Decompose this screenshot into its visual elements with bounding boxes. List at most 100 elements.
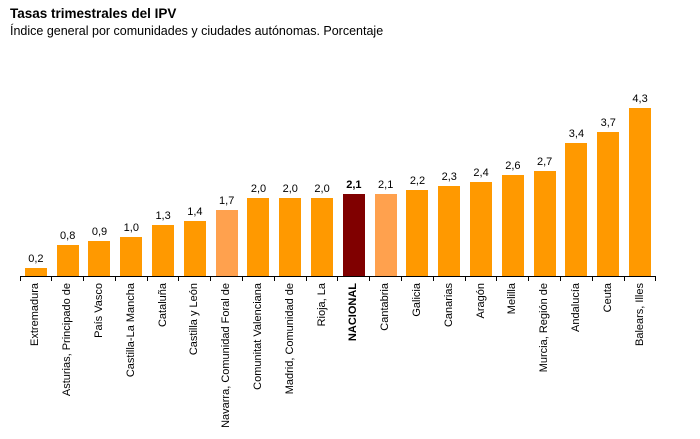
- bar-column: 0,2: [20, 86, 52, 276]
- bar: [565, 143, 588, 276]
- x-axis-label-cell: Castilla y León: [179, 277, 212, 429]
- x-axis-label-cell: Canarias: [433, 277, 466, 429]
- bar-column: 1,7: [211, 86, 243, 276]
- x-axis-label-cell: Navarra, Comunidad Foral de: [211, 277, 243, 429]
- bar: [374, 194, 397, 276]
- bar-value-label: 2,0: [314, 183, 330, 195]
- bar-value-label: 3,4: [568, 128, 585, 141]
- bar-column: 2,4: [465, 86, 497, 276]
- x-axis-label-cell: Cantabria: [370, 277, 402, 429]
- bar-column: 2,1: [370, 86, 402, 276]
- bar-value-label: 1,3: [155, 210, 171, 223]
- bar-value-label: 2,0: [282, 183, 298, 195]
- bar-value-label: 2,7: [537, 155, 553, 168]
- bar: [311, 198, 334, 276]
- bar: [215, 209, 238, 276]
- x-axis-label-cell: Galicia: [402, 277, 434, 429]
- bar-column: 2,7: [529, 86, 561, 276]
- x-axis-label-cell: Andalucía: [561, 277, 593, 429]
- bar: [247, 198, 270, 276]
- bar-column: 2,0: [243, 86, 275, 276]
- x-axis-category-label: Navarra, Comunidad Foral de: [220, 283, 233, 428]
- bar-column: 2,1: [338, 86, 370, 276]
- x-axis-label-cell: Comunitat Valenciana: [243, 277, 275, 429]
- bar-value-label: 0,2: [28, 253, 44, 266]
- page-title: Tasas trimestrales del IPV: [10, 6, 177, 21]
- bar-chart: 0,2 0,8 0,9 1,0 1,3 1,4 1,7 2,0 2,0 2,0 2,1 2,1 2,2 2…: [20, 86, 657, 429]
- x-axis-category-label: Cataluña: [156, 283, 169, 328]
- bar: [88, 240, 111, 276]
- bar: [56, 244, 79, 276]
- x-axis-category-label: Cantabria: [379, 283, 392, 331]
- bar: [501, 174, 524, 276]
- bar-value-label: 2,1: [378, 179, 394, 192]
- x-axis-category-label: Aragón: [474, 283, 487, 319]
- x-axis-category-label: Melilla: [506, 283, 519, 315]
- bar: [279, 198, 302, 276]
- x-axis-category-label: Asturias, Principado de: [61, 283, 74, 397]
- bar-column: 1,0: [115, 86, 147, 276]
- bar: [183, 221, 206, 276]
- bar-value-label: 0,9: [91, 225, 108, 238]
- bar: [533, 170, 556, 276]
- bar: [438, 186, 461, 276]
- bar-column: 3,4: [561, 86, 593, 276]
- x-axis-category-label: Comunitat Valenciana: [251, 283, 264, 390]
- bar-column: 4,3: [624, 86, 656, 276]
- bar-value-label: 2,4: [473, 167, 489, 180]
- x-axis-category-label: País Vasco: [92, 283, 105, 338]
- bar-value-label: 1,4: [187, 206, 203, 219]
- x-axis-label-cell: Asturias, Principado de: [52, 277, 84, 429]
- bar: [629, 108, 652, 276]
- x-axis-label-cell: País Vasco: [84, 277, 116, 429]
- bar-column: 2,3: [433, 86, 465, 276]
- bar-column: 2,2: [402, 86, 434, 276]
- bar-value-label: 2,1: [346, 179, 362, 192]
- x-axis-category-label: Canarias: [442, 283, 455, 328]
- x-axis-category-label: Madrid, Comunidad de: [283, 283, 296, 395]
- x-axis-category-label: Murcia, Región de: [538, 283, 551, 373]
- x-axis-labels: Extremadura Asturias, Principado de País V…: [20, 277, 657, 429]
- x-axis-category-label: Rioja, La: [315, 283, 328, 327]
- bar: [470, 182, 493, 276]
- bar-column: 3,7: [592, 86, 624, 276]
- plot-area: 0,2 0,8 0,9 1,0 1,3 1,4 1,7 2,0 2,0 2,0 2,1 2,1 2,2 2…: [20, 86, 656, 277]
- x-axis-category-label: Extremadura: [29, 283, 42, 346]
- bar: [120, 237, 143, 276]
- bar-column: 0,8: [52, 86, 84, 276]
- bar: [406, 190, 429, 276]
- bar-value-label: 2,0: [250, 183, 267, 195]
- x-axis-label-cell: Melilla: [497, 277, 530, 429]
- bar-value-label: 2,6: [505, 159, 521, 172]
- bar-column: 0,9: [84, 86, 116, 276]
- bar-value-label: 4,3: [632, 93, 648, 106]
- bar-column: 2,0: [274, 86, 306, 276]
- x-axis-label-cell: Ceuta: [592, 277, 625, 429]
- bar: [24, 268, 47, 276]
- x-axis-category-label: Balears, Illes: [633, 283, 646, 346]
- bar-value-label: 1,0: [123, 222, 139, 234]
- x-axis-label-cell: Madrid, Comunidad de: [274, 277, 307, 429]
- x-axis-category-label: Andalucía: [569, 283, 582, 332]
- x-axis-label-cell: Murcia, Región de: [529, 277, 561, 429]
- page-subtitle: Índice general por comunidades y ciudade…: [10, 24, 384, 38]
- x-axis-label-cell: Rioja, La: [306, 277, 339, 429]
- bar-column: 1,3: [147, 86, 179, 276]
- x-axis-category-label: Castilla-La Mancha: [124, 283, 137, 378]
- x-axis-label-cell: Cataluña: [147, 277, 180, 429]
- x-axis-label-cell: NACIONAL: [338, 277, 371, 429]
- x-axis-label-cell: Extremadura: [20, 277, 53, 429]
- bar: [152, 225, 175, 276]
- bar: [342, 194, 365, 276]
- bar: [597, 131, 620, 276]
- bar-value-label: 0,8: [60, 229, 76, 242]
- bar-column: 2,6: [497, 86, 529, 276]
- x-axis-category-label: Ceuta: [601, 283, 614, 313]
- bar-column: 2,0: [306, 86, 338, 276]
- bar-column: 1,4: [179, 86, 211, 276]
- bar-value-label: 2,3: [441, 171, 457, 184]
- x-axis-label-cell: Aragón: [465, 277, 498, 429]
- x-axis-category-label: NACIONAL: [347, 283, 360, 342]
- bar-value-label: 2,2: [409, 175, 426, 188]
